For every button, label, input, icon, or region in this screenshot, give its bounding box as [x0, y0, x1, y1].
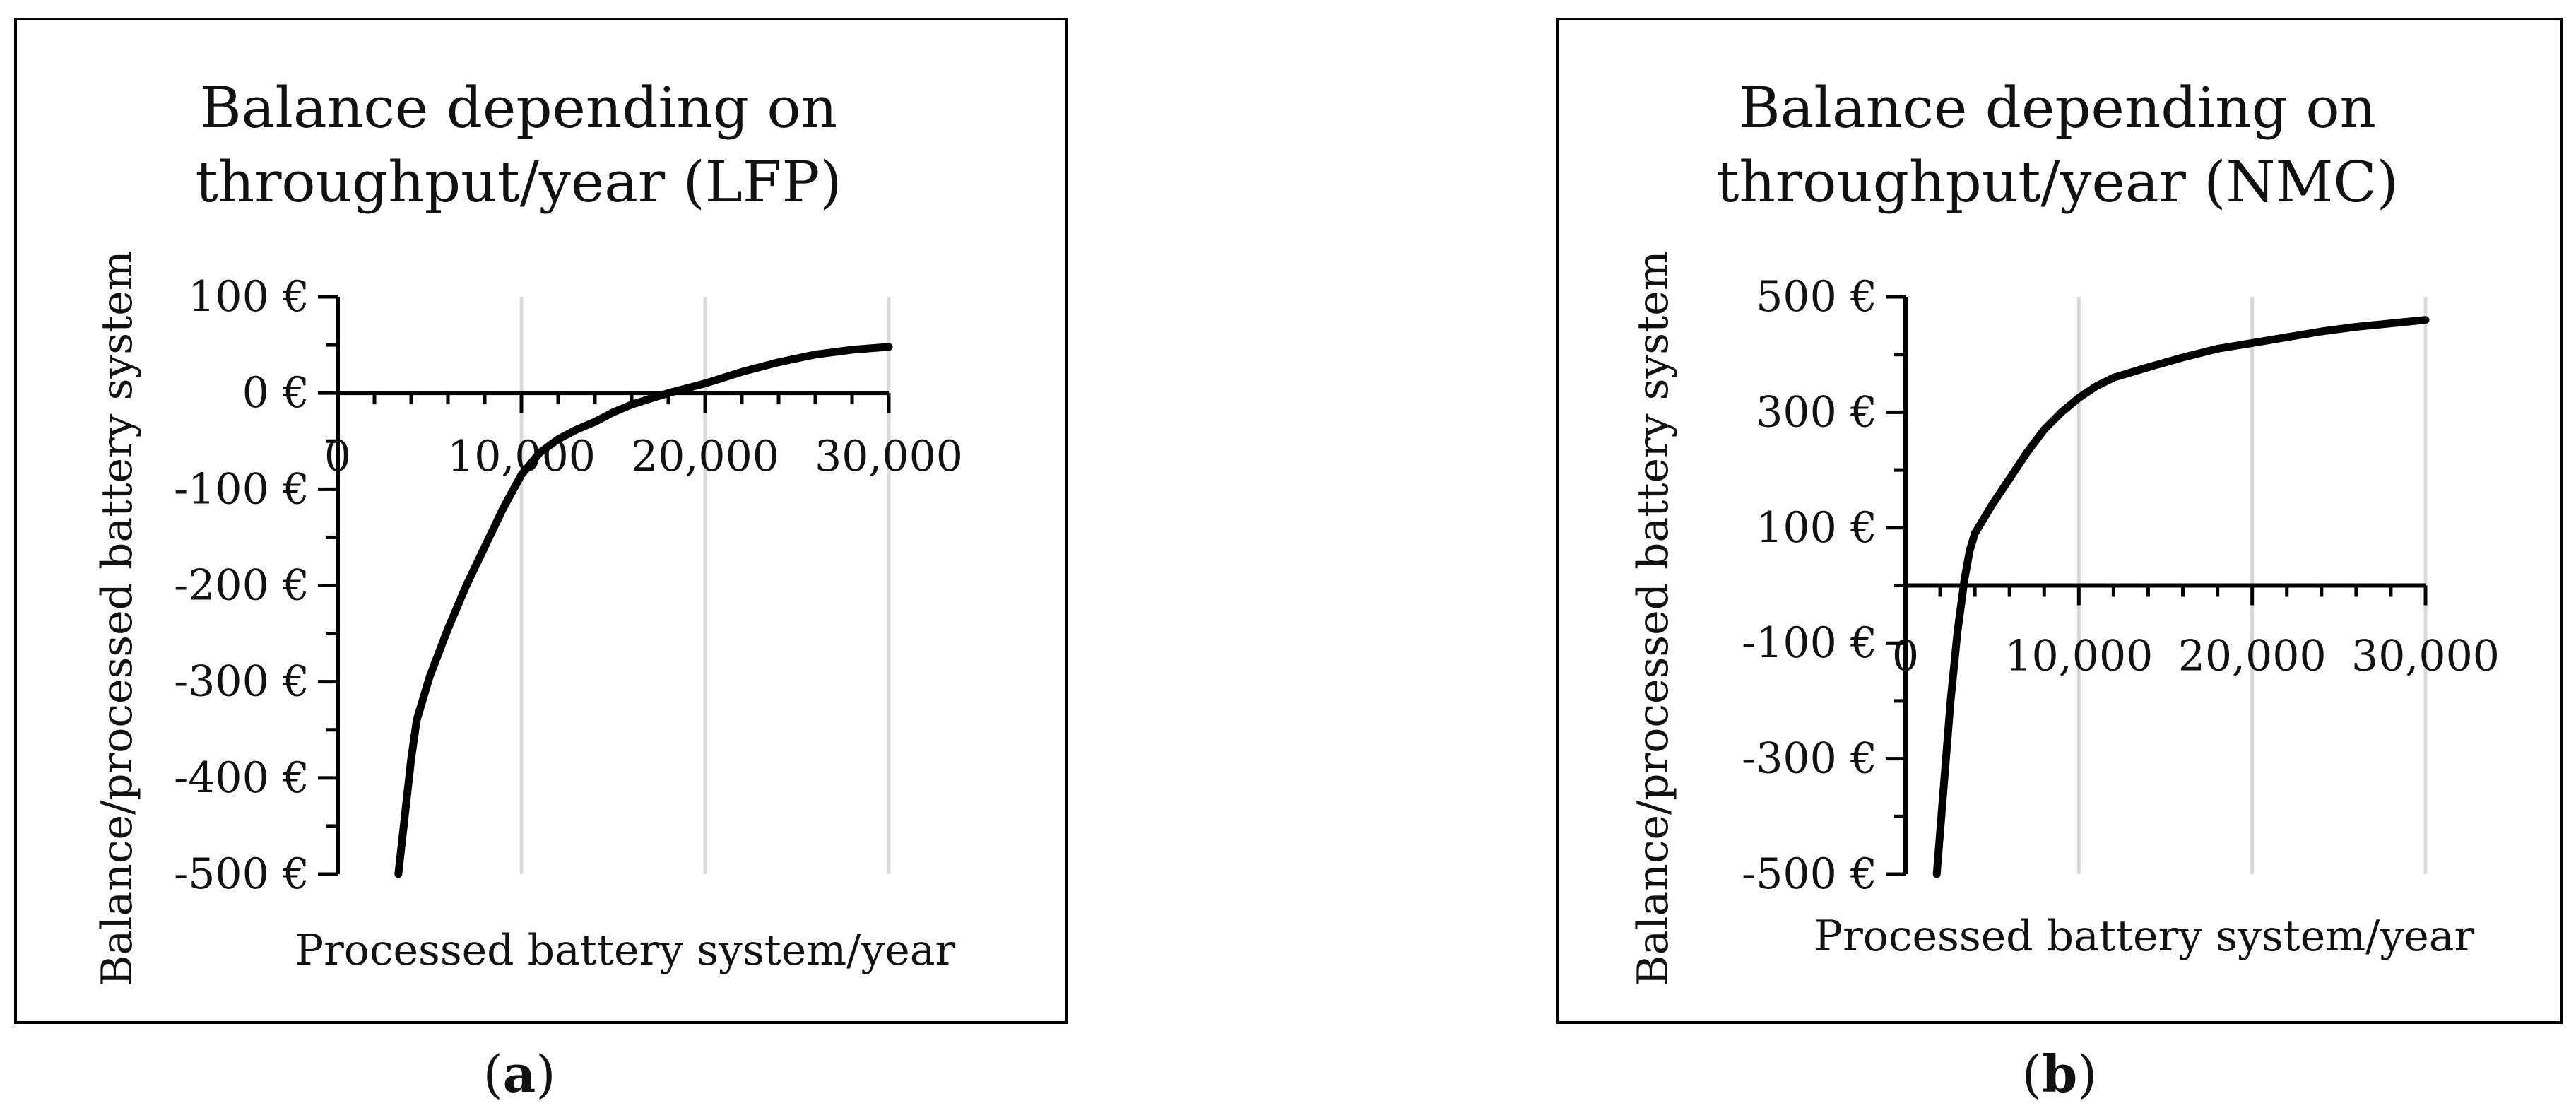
chart-title-line-2: throughput/year (LFP) — [196, 149, 842, 215]
axes — [1886, 295, 2428, 876]
series-group — [1932, 316, 2430, 878]
x-axis-label: Processed battery system/year — [295, 926, 956, 975]
y-tick-labels: 100 € 0 € -100 € -200 € -300 € -400 € -500 € — [174, 272, 309, 899]
chart-title-line-1: Balance depending on — [1739, 75, 2376, 141]
x-tick-label: 0 — [1892, 632, 1919, 681]
y-axis-label: Balance/processed battery system — [1629, 250, 1678, 986]
chart-title-line-2: throughput/year (NMC) — [1716, 149, 2399, 215]
x-axis-label: Processed battery system/year — [1814, 912, 2475, 961]
chart-panel-b: Balance depending on throughput/year (NM… — [1556, 18, 2563, 1104]
chart-panel-a: Balance depending on throughput/year (LF… — [14, 18, 1068, 1104]
chart-title-line-1: Balance depending on — [200, 75, 837, 141]
y-tick-labels: 500 € 300 € 100 € -100 € -300 € -500 € — [1742, 272, 1877, 899]
panel-label-a: (a) — [483, 1044, 556, 1104]
y-tick-label: -500 € — [174, 849, 309, 899]
x-tick-label: 10,000 — [2004, 632, 2153, 681]
axes — [318, 295, 891, 876]
panel-letter: a — [503, 1044, 536, 1104]
chart-frame — [14, 18, 1068, 1024]
y-tick-label: -500 € — [1742, 849, 1877, 899]
y-tick-label: 300 € — [1756, 387, 1877, 437]
series-group — [394, 343, 893, 878]
x-tick-label: 20,000 — [2178, 632, 2327, 681]
y-tick-label: -400 € — [174, 753, 309, 803]
x-tick-label: 30,000 — [2351, 632, 2500, 681]
y-axis-label: Balance/processed battery system — [93, 250, 142, 986]
y-tick-label: -100 € — [1742, 618, 1877, 668]
y-tick-label: 500 € — [1756, 272, 1877, 322]
x-tick-label: 0 — [324, 432, 351, 481]
chart-frame — [1556, 18, 2563, 1024]
y-tick-label: -200 € — [174, 561, 309, 611]
x-tick-labels: 0 10,000 20,000 30,000 — [324, 432, 963, 481]
x-tick-label: 20,000 — [631, 432, 779, 481]
panel-letter: b — [2042, 1044, 2077, 1104]
x-tick-labels: 0 10,000 20,000 30,000 — [1892, 632, 2500, 681]
series-line — [1932, 316, 2430, 878]
y-tick-label: -100 € — [174, 464, 309, 514]
y-tick-label: 100 € — [188, 272, 309, 322]
series-line — [394, 343, 893, 878]
y-tick-label: -300 € — [174, 657, 309, 707]
x-tick-label: 30,000 — [815, 432, 963, 481]
panel-label-b: (b) — [2022, 1044, 2098, 1104]
y-tick-label: -300 € — [1742, 734, 1877, 784]
y-tick-label: 0 € — [242, 368, 309, 418]
y-tick-label: 100 € — [1756, 503, 1877, 553]
